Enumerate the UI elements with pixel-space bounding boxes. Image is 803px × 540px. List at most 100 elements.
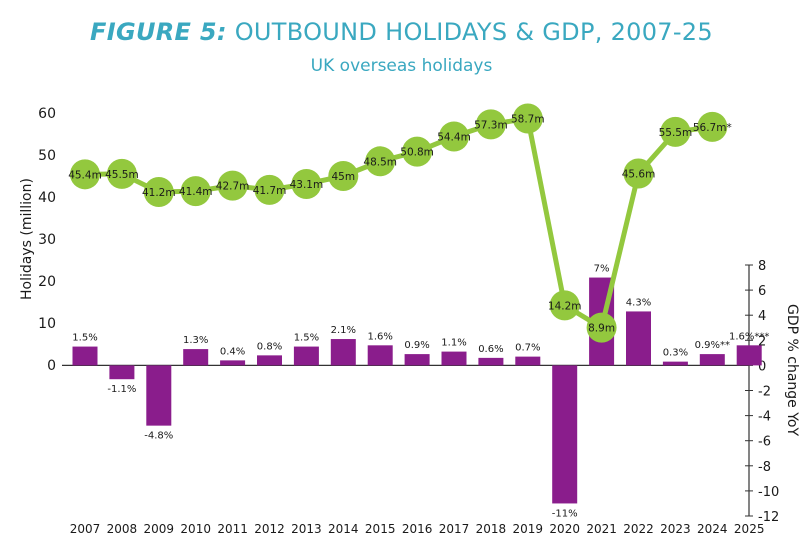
right-axis-tick-label: -4 [758,410,771,425]
holidays-point-label: 50.8m [400,147,434,159]
gdp-bar [441,351,467,366]
x-axis-tick-label: 2017 [439,522,470,536]
x-axis-tick-label: 2019 [513,522,544,536]
gdp-bar [736,345,762,366]
holidays-point [439,121,469,152]
gdp-bar-label: -4.8% [144,431,173,442]
right-axis-tick-label: -2 [758,385,771,400]
gdp-bar-label: 0.3% [663,348,688,359]
right-axis-tick-label: 4 [758,309,766,324]
gdp-bar [220,360,246,366]
holidays-point-label: 45.6m [622,168,656,180]
right-axis-tick-label: 2 [758,334,766,349]
x-axis-tick-label: 2009 [144,522,175,536]
gdp-bar-label: -1.1% [107,384,136,395]
gdp-bar-label: -11% [552,508,578,519]
holidays-line [84,115,713,331]
holidays-point [291,168,322,199]
x-axis-tick-label: 2016 [402,522,433,536]
chart-subtitle: UK overseas holidays [310,56,493,76]
holidays-point-label: 41.2m [142,187,176,199]
holidays-point-label: 48.5m [363,156,397,168]
gdp-bar-label: 2.1% [331,325,356,336]
left-axis-tick-label: 60 [38,106,56,122]
x-axis-tick-label: 2011 [217,522,248,536]
gdp-bar-label: 1.6% [367,331,392,342]
holidays-point-label: 42.7m [216,181,250,193]
gdp-bar [478,357,504,366]
gdp-bar [109,365,135,380]
holidays-point [328,161,359,191]
holidays-point-label: 41.7m [253,185,287,197]
holidays-point [549,290,580,321]
holidays-point-label: 8.9m [588,323,615,335]
x-axis-tick-label: 2025 [734,522,765,536]
holidays-point-label: 45m [332,171,356,183]
title-main: OUTBOUND HOLIDAYS & GDP, 2007-25 [234,18,713,46]
holidays-point [254,174,285,205]
holidays-point [143,176,174,207]
holidays-point [512,103,543,134]
right-axis-title: GDP % change YoY [784,304,800,437]
gdp-bar-label: 1.5% [72,333,97,344]
right-axis-tick-label: 8 [758,259,766,274]
gdp-bar [515,356,541,366]
holidays-point-label: 58.7m [511,113,545,125]
right-axis-tick-label: -12 [758,510,779,525]
x-axis-tick-label: 2023 [660,522,691,536]
holidays-point [70,159,100,190]
holidays-point-label: 45.5m [105,169,139,181]
gdp-bar [72,346,98,366]
right-axis-tick-label: -8 [758,460,771,475]
holidays-point [365,146,396,177]
left-axis-tick-label: 20 [38,274,56,290]
gdp-bar [146,365,172,426]
gdp-bar-label: 1.5% [294,333,319,344]
x-axis-tick-label: 2018 [476,522,507,536]
holidays-point [660,116,691,147]
right-axis-tick-label: -10 [758,485,779,500]
holidays-point-label: 56.7m* [693,122,732,134]
gdp-bar-label: 0.6% [478,344,503,355]
x-axis-tick-label: 2020 [549,522,580,536]
gdp-bar [699,354,725,366]
holidays-point-label: 43.1m [290,179,324,191]
x-axis-tick-label: 2021 [586,522,617,536]
gdp-bar-label: 0.9%** [695,340,730,351]
gdp-bar [404,354,430,366]
holidays-point-label: 55.5m [659,127,693,139]
holidays-point-label: 54.4m [437,132,471,144]
holidays-point [623,158,654,189]
holidays-point [586,312,617,343]
gdp-bar-label: 1.1% [441,338,466,349]
x-axis-tick-label: 2022 [623,522,654,536]
gdp-bar [330,339,356,366]
left-axis-tick-label: 50 [38,148,56,164]
holidays-point [697,111,728,142]
x-axis-tick-label: 2007 [70,522,101,536]
holidays-point [106,158,137,189]
left-axis-tick-label: 0 [47,358,56,374]
gdp-bar-label: 0.7% [515,343,540,354]
x-axis-tick-label: 2008 [107,522,138,536]
left-axis-tick-label: 40 [38,190,56,206]
x-axis-tick-label: 2012 [254,522,285,536]
holidays-point [217,170,248,201]
left-axis-title: Holidays (million) [19,178,35,300]
holidays-point-label: 14.2m [548,300,582,312]
gdp-bar [257,355,282,366]
right-axis-tick-label: 6 [758,284,766,299]
gdp-bar [293,346,319,366]
holidays-point-label: 57.3m [474,119,508,131]
gdp-bar-label: 1.6%*** [729,331,769,342]
left-axis-tick-label: 10 [38,316,56,332]
gdp-bar-label: 0.4% [220,346,245,357]
gdp-bar-label: 0.9% [404,340,429,351]
gdp-bar-label: 1.3% [183,335,208,346]
title-prefix: FIGURE 5: [90,18,227,46]
holidays-point [402,136,433,167]
gdp-bar [626,311,651,366]
holidays-point [475,109,506,140]
gdp-bar-label: 0.8% [257,341,282,352]
